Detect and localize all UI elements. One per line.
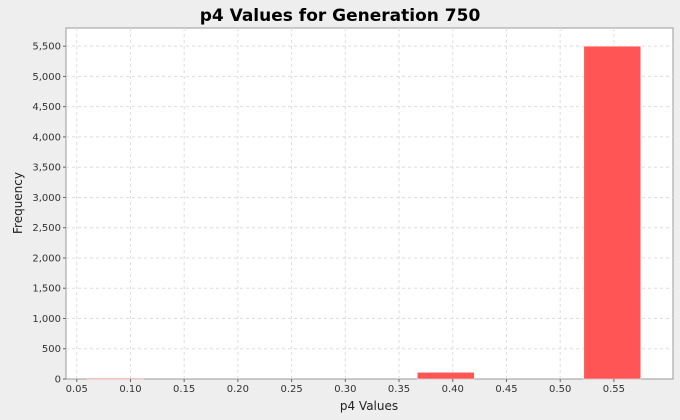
x-tick-label: 0.45	[495, 384, 517, 395]
y-tick-label: 5,500	[32, 42, 61, 53]
y-tick-label: 3,500	[32, 163, 61, 174]
x-tick-label: 0.50	[549, 384, 571, 395]
x-axis-ticks: 0.05 0.10 0.15 0.20 0.25 0.30 0.35 0.40 0.45 0.50…	[66, 379, 625, 395]
y-tick-label: 4,500	[32, 102, 61, 113]
y-tick-label: 3,000	[32, 193, 61, 204]
plot-area	[65, 27, 674, 380]
x-tick-label: 0.25	[280, 384, 302, 395]
x-tick-label: 0.55	[603, 384, 625, 395]
x-tick-label: 0.40	[442, 384, 464, 395]
grid-lines	[66, 28, 673, 379]
y-tick-label: 0	[55, 375, 61, 386]
histogram-bar	[87, 377, 144, 380]
x-tick-label: 0.35	[388, 384, 410, 395]
chart-title: p4 Values for Generation 750	[200, 6, 481, 26]
y-axis-ticks: 0 500 1,000 1,500 2,000 2,500 3,000 3,500 4,000 4…	[32, 42, 66, 386]
y-tick-label: 5,000	[32, 72, 61, 83]
x-tick-label: 0.15	[173, 384, 195, 395]
y-tick-label: 500	[42, 344, 61, 355]
y-tick-label: 1,000	[32, 314, 61, 325]
y-axis-label: Frequency	[11, 172, 25, 234]
y-tick-label: 1,500	[32, 284, 61, 295]
histogram-bar	[417, 372, 475, 380]
histogram-bar	[583, 45, 642, 380]
x-axis-label: p4 Values	[340, 399, 398, 413]
bars	[87, 45, 642, 380]
x-tick-label: 0.05	[66, 384, 88, 395]
x-tick-label: 0.30	[334, 384, 356, 395]
x-tick-label: 0.10	[119, 384, 141, 395]
y-tick-label: 4,000	[32, 132, 61, 143]
x-tick-label: 0.20	[227, 384, 249, 395]
y-tick-label: 2,500	[32, 223, 61, 234]
y-tick-label: 2,000	[32, 253, 61, 264]
